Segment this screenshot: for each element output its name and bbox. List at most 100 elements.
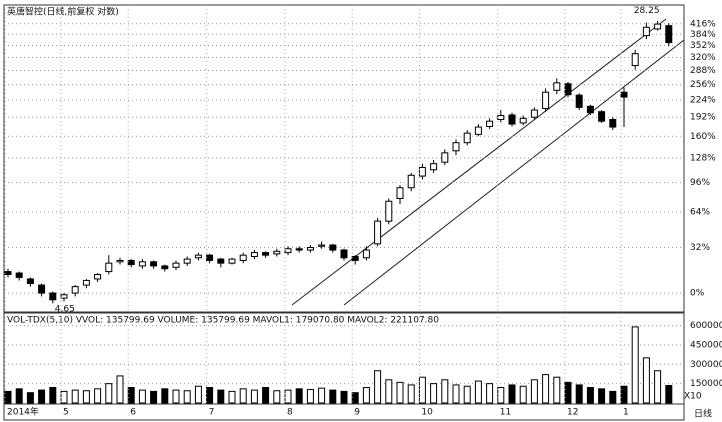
candle-body [654,23,662,30]
volume-bar [654,370,662,404]
candle-body [609,118,617,128]
candle-body [329,244,337,251]
x-tick-label: 5 [63,408,69,418]
candle-body [284,248,292,254]
volume-bar [60,390,68,404]
channel-lower [343,39,685,306]
volume-bar [273,390,281,404]
y-tick-label: 384% [690,30,716,40]
candle-body [26,278,34,285]
volume-bar [575,384,583,404]
volume-bar [474,380,482,404]
candle-body [542,91,550,109]
candle-body [60,294,68,299]
volume-bar [564,381,572,404]
candle-body [217,258,225,264]
volume-bar [206,387,214,404]
candle-body [49,292,57,301]
volume-bar [150,390,158,404]
volume-bar [26,392,34,404]
y-tick-label: 128% [690,153,716,163]
candle-body [4,271,12,275]
volume-bar [586,387,594,404]
volume-bar [441,379,449,404]
volume-bar [194,385,202,404]
candle-body [497,115,505,120]
volume-bar [295,388,303,404]
candle-body [172,262,180,268]
y-tick-label: 150000 [690,379,722,389]
volume-bar [329,389,337,404]
volume-bar [340,390,348,404]
volume-bar [609,390,617,404]
candle-body [194,254,202,259]
volume-bar [385,379,393,404]
candle-body [508,114,516,125]
y-tick-label: 160% [690,132,716,142]
volume-bar [598,388,606,404]
volume-bar [38,389,46,404]
channel-upper [291,18,667,306]
y-tick-label: 64% [690,207,710,217]
candle-body [418,166,426,177]
volume-bar [665,384,673,404]
volume-bar [351,392,359,404]
volume-bar [452,384,460,404]
candle-body [206,254,214,261]
volume-bar [262,387,270,404]
candle-body [38,284,46,294]
volume-bar [620,385,628,404]
volume-bar [138,389,146,404]
volume-bar [94,388,102,404]
volume-bar [284,389,292,404]
x-tick-label: 8 [287,408,293,418]
candle-body [273,250,281,255]
candle-body [396,187,404,199]
y-tick-label: 320% [690,53,716,63]
candle-body [340,249,348,259]
date-bar [3,403,685,421]
y-tick-label: 416% [690,19,716,29]
volume-bar [172,389,180,404]
volume-bar [306,388,314,404]
volume-title: VOL-TDX(5,10) VVOL: 135799.69 VOLUME: 13… [7,316,439,326]
y-tick-label: 450000 [690,340,722,350]
candle-body [105,262,113,273]
candle-body [519,117,527,124]
candle-body [239,254,247,261]
y-tick-label: 600000 [690,321,722,331]
candle-body [452,142,460,152]
candle-body [430,163,438,171]
x-tick-label: 2014年 [7,406,39,418]
volume-bar [430,383,438,404]
volume-bar [497,387,505,404]
volume-bar [463,385,471,404]
price-panel [3,4,685,313]
volume-bar [82,390,90,404]
volume-bar [374,370,382,404]
candle-body [564,83,572,96]
candle-body [250,252,258,257]
y-tick-label: 0% [690,289,705,299]
x-tick-label: 10 [421,408,433,418]
volume-bar [519,385,527,404]
candle-body [82,279,90,286]
candle-body [665,25,673,44]
volume-bar [250,389,258,404]
candle-body [295,248,303,251]
volume-bar [553,376,561,404]
volume-bar [15,388,23,404]
y-tick-label: 300000 [690,360,722,370]
candle-body [407,174,415,189]
volume-bar [228,390,236,404]
period-label: 日线 [694,408,712,420]
candle-body [94,273,102,280]
price-annotation: 28.25 [634,6,660,16]
y-tick-label: 32% [690,243,710,253]
volume-bar [396,381,404,404]
volume-bar [105,383,113,404]
x-tick-label: 11 [500,408,511,418]
x-tick-label: 9 [354,408,360,418]
volume-bar [4,390,12,404]
